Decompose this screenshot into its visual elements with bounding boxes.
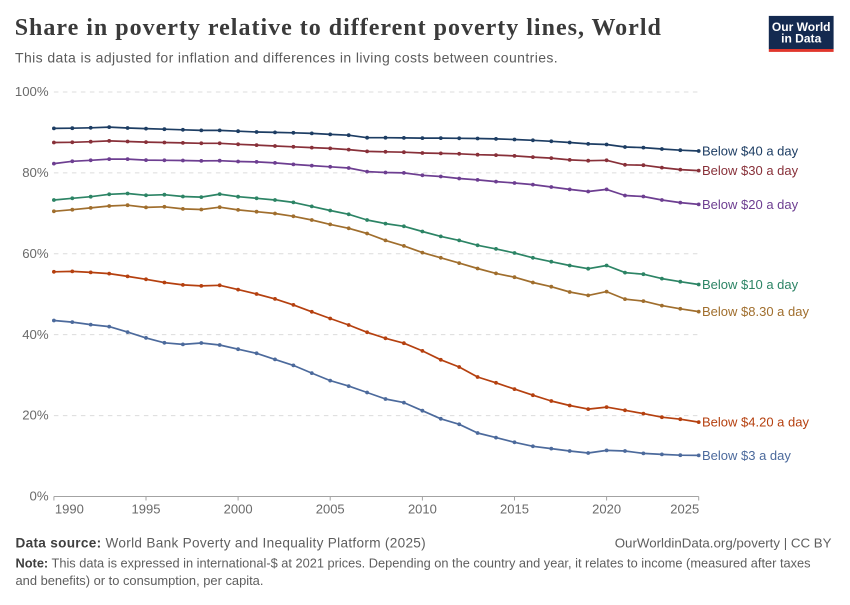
svg-text:0%: 0%	[30, 489, 49, 504]
svg-text:2005: 2005	[316, 502, 345, 517]
svg-text:20%: 20%	[22, 408, 49, 423]
svg-text:2025: 2025	[670, 502, 699, 517]
svg-text:Below $20 a day: Below $20 a day	[702, 197, 799, 212]
svg-text:60%: 60%	[22, 246, 49, 261]
svg-text:Below $3 a day: Below $3 a day	[702, 448, 791, 463]
svg-text:This data is adjusted for infl: This data is adjusted for inflation and …	[15, 50, 558, 66]
svg-text:Our World: Our World	[772, 20, 831, 34]
svg-text:Below $30 a day: Below $30 a day	[702, 163, 799, 178]
svg-text:Data source: World Bank Povert: Data source: World Bank Poverty and Ineq…	[16, 536, 427, 551]
svg-text:Below $40 a day: Below $40 a day	[702, 144, 799, 159]
svg-text:in Data: in Data	[781, 31, 821, 45]
svg-text:Note: This data is expressed i: Note: This data is expressed in internat…	[16, 555, 811, 570]
svg-text:2010: 2010	[408, 502, 437, 517]
svg-text:1995: 1995	[132, 502, 161, 517]
svg-text:Below $10 a day: Below $10 a day	[702, 277, 799, 292]
svg-text:2000: 2000	[224, 502, 253, 517]
svg-text:2020: 2020	[592, 502, 621, 517]
svg-text:OurWorldinData.org/poverty | C: OurWorldinData.org/poverty | CC BY	[615, 536, 832, 551]
svg-text:1990: 1990	[55, 502, 84, 517]
svg-text:Share in poverty relative to d: Share in poverty relative to different p…	[15, 15, 662, 41]
svg-text:Below $8.30 a day: Below $8.30 a day	[702, 304, 809, 319]
svg-text:100%: 100%	[15, 84, 49, 99]
svg-text:2015: 2015	[500, 502, 529, 517]
svg-text:and benefits) or to consumptio: and benefits) or to consumption, per cap…	[16, 573, 264, 588]
svg-text:80%: 80%	[22, 165, 49, 180]
svg-text:Below $4.20 a day: Below $4.20 a day	[702, 415, 809, 430]
svg-text:40%: 40%	[22, 327, 49, 342]
